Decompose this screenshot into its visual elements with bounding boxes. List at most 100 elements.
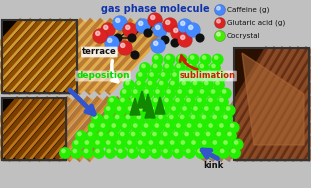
Circle shape: [189, 25, 193, 30]
Circle shape: [106, 107, 110, 110]
Circle shape: [201, 139, 211, 150]
Circle shape: [180, 80, 190, 90]
Circle shape: [181, 21, 185, 26]
Text: Caffeine (g): Caffeine (g): [227, 7, 269, 13]
Circle shape: [180, 115, 184, 119]
Text: sublimation: sublimation: [180, 71, 236, 80]
Circle shape: [173, 73, 176, 76]
Circle shape: [147, 139, 158, 150]
Circle shape: [110, 98, 113, 102]
Circle shape: [86, 131, 97, 141]
Circle shape: [118, 149, 122, 153]
Circle shape: [124, 114, 135, 124]
Circle shape: [222, 139, 232, 150]
Circle shape: [182, 81, 185, 85]
Circle shape: [130, 97, 140, 107]
Circle shape: [132, 122, 142, 133]
Circle shape: [92, 114, 102, 124]
Circle shape: [215, 30, 225, 42]
Circle shape: [148, 71, 158, 82]
Polygon shape: [155, 97, 165, 114]
Circle shape: [233, 139, 243, 150]
Text: kink: kink: [203, 161, 223, 171]
Circle shape: [119, 131, 129, 141]
Circle shape: [153, 132, 156, 136]
Polygon shape: [143, 94, 153, 111]
Circle shape: [72, 139, 83, 150]
Circle shape: [105, 115, 108, 119]
Circle shape: [204, 131, 215, 141]
Circle shape: [200, 64, 203, 68]
Circle shape: [131, 51, 140, 59]
Circle shape: [114, 114, 124, 124]
Circle shape: [76, 131, 86, 141]
Circle shape: [207, 97, 217, 107]
Circle shape: [188, 124, 191, 127]
Circle shape: [152, 23, 168, 37]
Circle shape: [183, 107, 186, 110]
Circle shape: [198, 149, 201, 153]
Circle shape: [150, 107, 154, 110]
Circle shape: [174, 28, 178, 33]
Circle shape: [142, 64, 145, 68]
Circle shape: [215, 17, 225, 29]
Circle shape: [212, 54, 223, 65]
Circle shape: [94, 139, 104, 150]
Circle shape: [135, 80, 146, 90]
Circle shape: [137, 139, 147, 150]
Circle shape: [196, 122, 207, 133]
Circle shape: [166, 124, 169, 127]
Circle shape: [209, 88, 220, 99]
Circle shape: [104, 139, 115, 150]
Circle shape: [138, 141, 142, 144]
Circle shape: [155, 56, 158, 59]
Circle shape: [96, 141, 99, 144]
Circle shape: [224, 141, 227, 144]
Circle shape: [146, 114, 156, 124]
Circle shape: [178, 90, 181, 93]
Circle shape: [136, 18, 151, 33]
Circle shape: [147, 12, 163, 27]
Circle shape: [152, 149, 156, 153]
Circle shape: [135, 114, 146, 124]
Circle shape: [218, 97, 228, 107]
Circle shape: [230, 124, 234, 127]
Circle shape: [211, 139, 221, 150]
Circle shape: [188, 54, 199, 65]
Circle shape: [165, 88, 175, 99]
Circle shape: [158, 80, 168, 90]
Circle shape: [205, 71, 216, 82]
Circle shape: [124, 80, 134, 90]
Circle shape: [108, 97, 118, 107]
Circle shape: [157, 114, 167, 124]
Circle shape: [146, 80, 157, 90]
Circle shape: [218, 148, 229, 158]
Circle shape: [145, 90, 148, 93]
Circle shape: [100, 23, 115, 37]
Circle shape: [201, 54, 211, 65]
Bar: [234, 48, 309, 160]
Circle shape: [209, 124, 212, 127]
Circle shape: [121, 132, 124, 136]
Circle shape: [194, 131, 204, 141]
Circle shape: [140, 63, 150, 73]
Circle shape: [172, 107, 175, 110]
Circle shape: [85, 149, 88, 153]
Circle shape: [185, 132, 188, 136]
Circle shape: [211, 90, 215, 93]
Circle shape: [82, 148, 93, 158]
Circle shape: [175, 122, 185, 133]
Circle shape: [150, 73, 153, 76]
Circle shape: [165, 64, 169, 68]
Circle shape: [101, 124, 104, 127]
Circle shape: [107, 149, 110, 153]
Circle shape: [126, 115, 130, 119]
Circle shape: [230, 148, 240, 158]
Circle shape: [189, 90, 193, 93]
Circle shape: [176, 54, 187, 65]
Circle shape: [177, 64, 180, 68]
Circle shape: [192, 105, 202, 116]
Circle shape: [217, 6, 220, 10]
Text: gas phase molecule: gas phase molecule: [101, 4, 209, 14]
Circle shape: [160, 81, 163, 85]
